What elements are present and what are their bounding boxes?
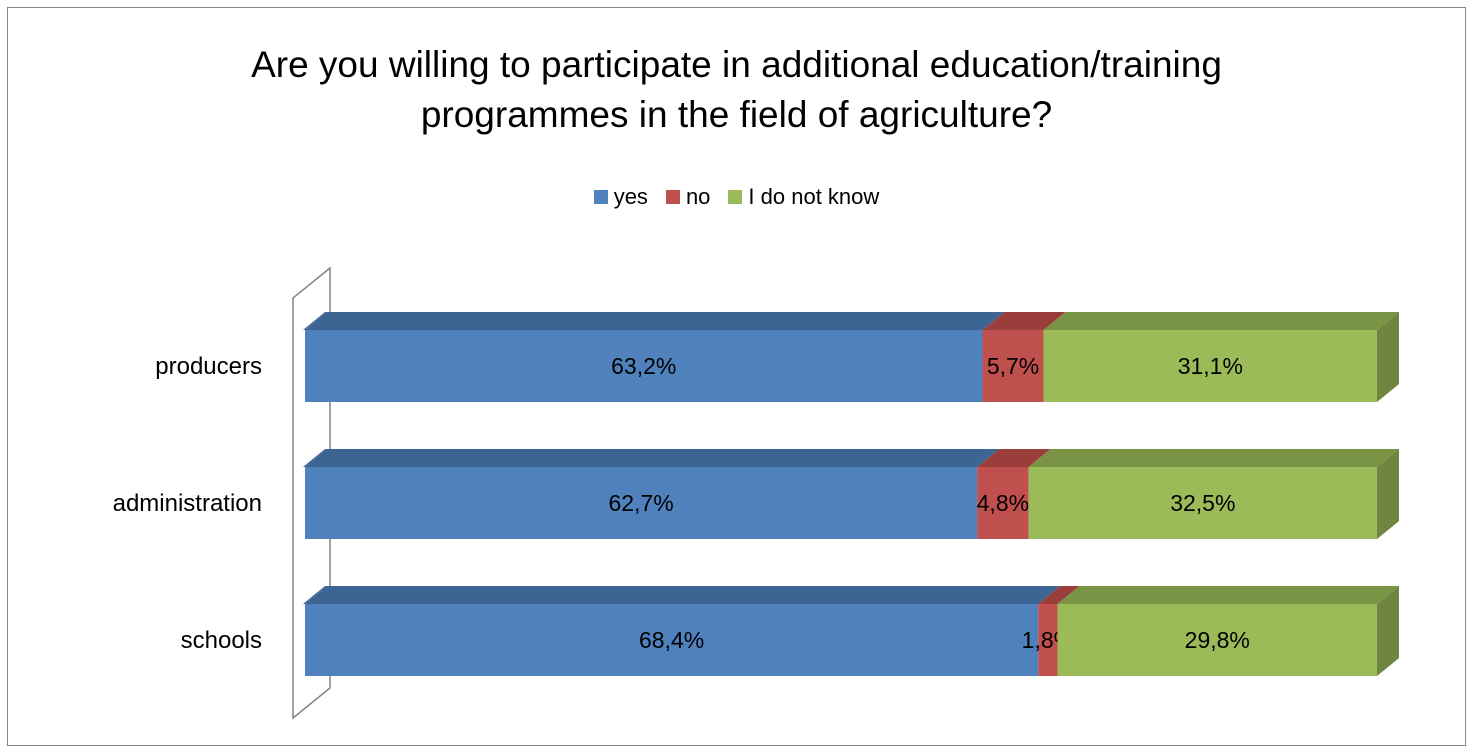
bar-schools-yes: [305, 604, 1039, 676]
bar-top-schools-i-do-not-know: [1057, 586, 1399, 604]
bar-top-schools-yes: [305, 586, 1061, 604]
legend-label-yes: yes: [613, 184, 648, 209]
bar-top-administration-no: [977, 449, 1051, 467]
bar-top-producers-no: [982, 312, 1066, 330]
bar-side-producers-i-do-not-know: [1377, 312, 1399, 402]
chart-title-line-2: programmes in the field of agriculture?: [420, 94, 1053, 135]
bar-side-schools-i-do-not-know: [1377, 586, 1399, 676]
data-label-administration-yes: 62,7%: [608, 490, 673, 516]
bar-top-producers-yes: [305, 312, 1005, 330]
category-label-producers: producers: [155, 353, 262, 380]
data-label-schools-yes: 68,4%: [639, 627, 704, 653]
bar-top-producers-i-do-not-know: [1043, 312, 1399, 330]
legend-item-yes: yes: [593, 184, 648, 210]
chart-title: Are you willing to participate in additi…: [0, 40, 1473, 140]
bar-administration-no: [977, 467, 1029, 539]
bar-producers-i-do-not-know: [1043, 330, 1377, 402]
data-label-producers-i-do-not-know: 31,1%: [1178, 353, 1243, 379]
data-label-producers-yes: 63,2%: [611, 353, 676, 379]
bar-left-edge-schools: [303, 586, 327, 604]
legend-swatch-yes: [593, 190, 608, 204]
data-label-administration-i-do-not-know: 32,5%: [1170, 490, 1235, 516]
legend-label-no: no: [685, 184, 711, 209]
bar-top-administration-yes: [305, 449, 1000, 467]
bar-producers-no: [982, 330, 1044, 402]
data-label-administration-no: 4,8%: [977, 490, 1029, 516]
legend-item-i-do-not-know: I do not know: [728, 184, 879, 210]
bar-side-administration-i-do-not-know: [1377, 449, 1399, 539]
category-label-administration: administration: [113, 490, 262, 517]
data-label-schools-i-do-not-know: 29,8%: [1185, 627, 1250, 653]
bar-schools-no: [1038, 604, 1058, 676]
bar-schools-i-do-not-know: [1057, 604, 1377, 676]
data-label-producers-no: 5,7%: [987, 353, 1039, 379]
bar-left-edge-producers: [303, 312, 327, 330]
legend-swatch-no: [665, 190, 680, 204]
category-label-schools: schools: [181, 627, 262, 654]
chart-title-line-1: Are you willing to participate in additi…: [251, 44, 1222, 85]
bar-administration-i-do-not-know: [1028, 467, 1377, 539]
bar-left-edge-administration: [303, 449, 327, 467]
bar-top-schools-no: [1038, 586, 1080, 604]
legend-swatch-i-do-not-know: [728, 190, 743, 204]
legend-label-i-do-not-know: I do not know: [748, 184, 880, 209]
bar-administration-yes: [305, 467, 978, 539]
legend-item-no: no: [665, 184, 711, 210]
bar-producers-yes: [305, 330, 983, 402]
bar-top-administration-i-do-not-know: [1028, 449, 1399, 467]
legend: yes no I do not know: [0, 184, 1473, 210]
